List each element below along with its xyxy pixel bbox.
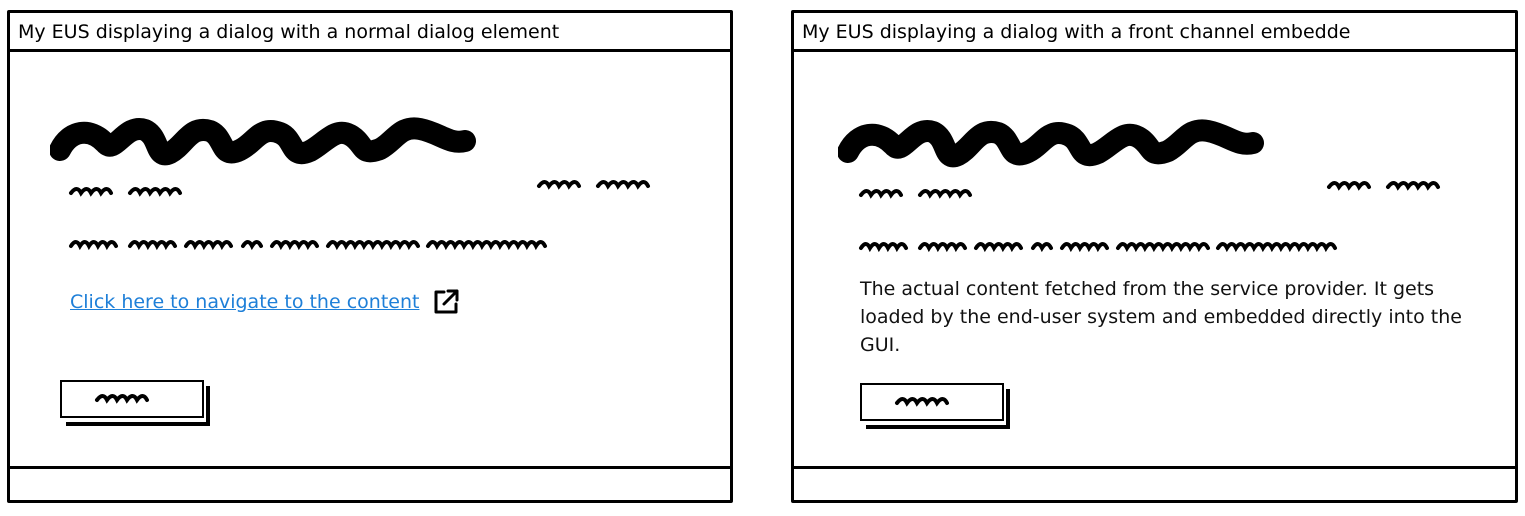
- window-status-bar: [10, 466, 730, 500]
- button-label-scribble: [895, 397, 949, 407]
- dialog-window-embedded: My EUS displaying a dialog with a front …: [791, 10, 1518, 503]
- paragraph-placeholder-scribble: [859, 242, 1337, 253]
- text-placeholder-scribble: [69, 187, 182, 197]
- text-placeholder-scribble: [537, 180, 650, 190]
- window-title: My EUS displaying a dialog with a normal…: [10, 13, 730, 52]
- heading-placeholder-scribble: [838, 119, 1264, 167]
- button-face: [60, 380, 204, 418]
- button-face: [860, 383, 1004, 421]
- embedded-content-text: The actual content fetched from the serv…: [860, 278, 1462, 356]
- button-shadow: [66, 386, 210, 426]
- external-link-icon[interactable]: [431, 287, 461, 317]
- text-placeholder-scribble: [1327, 181, 1440, 191]
- paragraph-placeholder-scribble: [69, 240, 547, 251]
- heading-placeholder-scribble: [50, 117, 476, 165]
- navigate-link-row[interactable]: Click here to navigate to the content: [70, 287, 461, 317]
- window-title: My EUS displaying a dialog with a front …: [794, 13, 1515, 52]
- text-placeholder-scribble: [859, 189, 972, 199]
- window-status-bar: [794, 466, 1515, 500]
- dialog-button[interactable]: [860, 383, 1010, 429]
- button-label-scribble: [95, 394, 149, 404]
- dialog-button[interactable]: [60, 380, 210, 426]
- navigate-to-content-link[interactable]: Click here to navigate to the content: [70, 291, 420, 313]
- dialog-window-normal: My EUS displaying a dialog with a normal…: [7, 10, 733, 503]
- button-shadow: [866, 389, 1010, 429]
